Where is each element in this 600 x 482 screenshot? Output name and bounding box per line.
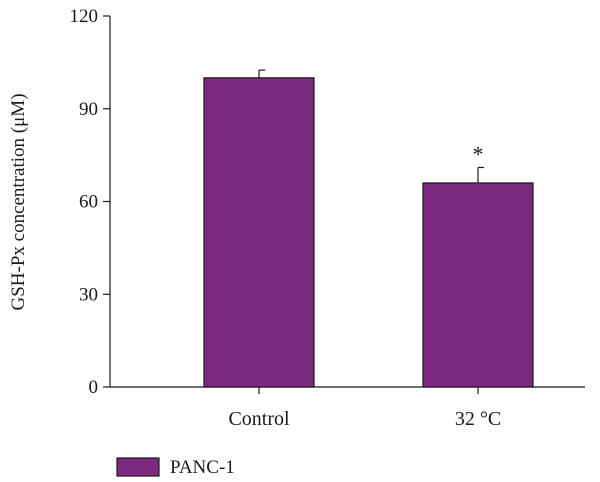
y-axis-title: GSH-Px concentration (μM) (8, 93, 29, 310)
legend-swatch (116, 457, 160, 477)
bar (203, 77, 315, 388)
significance-marker: * (473, 141, 484, 166)
x-tick-label: 32 °C (455, 408, 501, 430)
plot-area: 0 30 60 90 120 Control 32 °C * (70, 6, 585, 430)
bar (422, 182, 534, 388)
y-tick-label: 120 (70, 6, 99, 27)
legend: PANC-1 (116, 457, 235, 478)
y-tick-label: 30 (79, 284, 98, 305)
x-tick-label: Control (228, 408, 290, 430)
y-tick-label: 90 (79, 99, 98, 120)
legend-label: PANC-1 (170, 457, 235, 478)
y-tick-label: 0 (89, 377, 99, 398)
y-tick-label: 60 (79, 192, 98, 213)
